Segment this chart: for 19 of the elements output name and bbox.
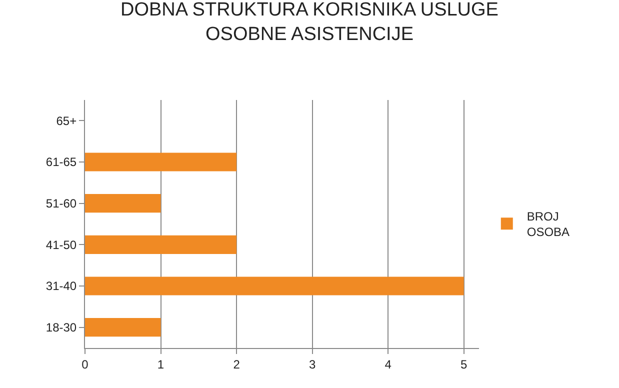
y-tick-label: 31-40	[46, 279, 77, 294]
y-tick-label: 51-60	[46, 196, 77, 211]
x-tick-label: 1	[157, 357, 164, 372]
bar	[85, 152, 237, 172]
bar	[85, 235, 237, 254]
y-tick-label: 61-65	[46, 155, 77, 170]
y-tick-label: 41-50	[46, 238, 77, 252]
bar	[85, 194, 161, 213]
x-tick-label: 5	[460, 357, 468, 372]
chart-title: DOBNA STRUKTURA KORISNIKA USLUGE OSOBNE ASISTENCIJE	[120, 0, 498, 46]
x-tick-label: 2	[233, 357, 240, 372]
legend-label: BROJ OSOBA	[526, 209, 570, 240]
x-tick-label: 0	[82, 357, 89, 372]
bar	[85, 318, 161, 337]
x-tick-label: 4	[384, 357, 392, 372]
y-tick-label: 65+	[56, 114, 77, 128]
x-tick-label: 3	[308, 357, 316, 372]
y-tick-label: 18-30	[46, 320, 77, 335]
bar	[85, 276, 464, 296]
